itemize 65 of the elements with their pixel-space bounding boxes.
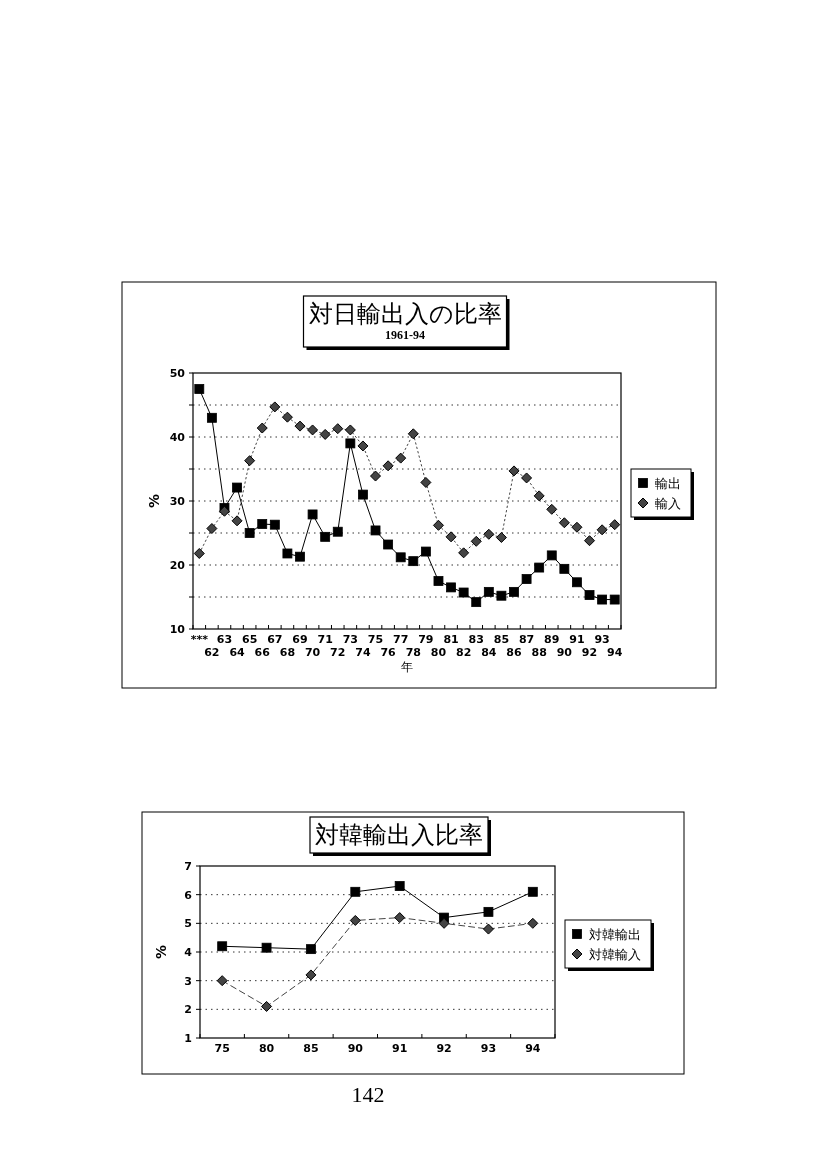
x-tick-label: 66 [254,646,271,659]
x-tick-label: 77 [393,633,409,646]
y-tick-label: 30 [169,495,186,508]
y-tick-label: 20 [169,559,186,572]
legend-label: 対韓輸入 [589,946,641,962]
y-tick-label: 50 [169,367,186,380]
x-tick-label: 94 [525,1042,541,1055]
x-tick-label: 80 [430,646,447,659]
chart-title: 対日輸出入の比率 [308,301,502,327]
x-tick-label: 64 [229,646,246,659]
text: 142 [351,1082,385,1107]
chart-title: 対韓輸出入比率 [315,822,483,848]
x-tick-label: 89 [544,633,560,646]
x-tick-label: 71 [317,633,333,646]
x-axis-title: 年 [401,660,413,674]
y-tick-label: 10 [169,623,186,636]
x-tick-label: 82 [455,646,472,659]
y-tick-label: 4 [184,946,193,959]
x-tick-label: 81 [443,633,459,646]
x-tick-label: 84 [481,646,497,659]
x-tick-label: *** [190,633,209,646]
y-tick-label: 3 [184,974,192,988]
x-tick-label: 93 [480,1042,497,1055]
x-tick-label: 68 [279,646,296,659]
x-tick-label: 85 [303,1042,319,1055]
chart-subtitle: 1961-94 [385,328,425,342]
x-tick-label: 76 [380,646,397,659]
x-tick-label: 67 [267,633,283,646]
y-tick-label: 40 [169,431,186,444]
x-tick-label: 74 [355,646,371,659]
y-tick-label: 5 [184,917,192,931]
legend-label: 輸出 [655,475,681,491]
x-tick-label: 85 [493,633,510,646]
legend-label: 輸入 [655,495,681,511]
x-tick-label: 70 [304,646,321,659]
x-tick-label: 78 [405,646,421,659]
x-tick-label: 92 [436,1042,452,1055]
x-tick-label: 86 [506,646,522,659]
x-tick-label: 94 [607,646,623,659]
x-tick-label: 62 [204,646,220,659]
x-tick-label: 65 [241,633,258,646]
x-tick-label: 75 [367,633,384,646]
x-tick-label: 73 [342,633,359,646]
x-tick-label: 83 [468,633,484,646]
x-tick-label: 90 [556,646,573,659]
x-tick-label: 91 [569,633,585,646]
y-tick-label: 7 [184,860,192,873]
y-axis-title: % [146,493,162,509]
x-tick-label: 63 [216,633,233,646]
y-tick-label: 2 [184,1003,192,1017]
x-tick-label: 79 [418,633,434,646]
x-tick-label: 88 [531,646,547,659]
x-tick-label: 72 [330,646,346,659]
x-tick-label: 90 [347,1042,364,1055]
y-axis-title: % [153,944,169,960]
x-tick-label: 92 [581,646,598,659]
x-tick-label: 75 [214,1042,230,1055]
x-tick-label: 91 [392,1042,408,1055]
x-tick-label: 69 [292,633,308,646]
legend-label: 対韓輸出 [589,926,641,942]
y-tick-label: 1 [184,1032,192,1045]
x-tick-label: 93 [594,633,610,646]
y-tick-label: 6 [184,888,193,902]
x-tick-label: 87 [518,633,535,646]
x-tick-label: 80 [258,1042,275,1055]
